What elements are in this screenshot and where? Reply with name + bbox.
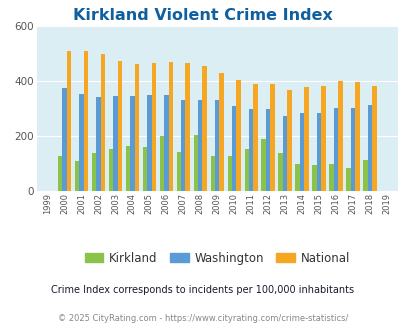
Legend: Kirkland, Washington, National: Kirkland, Washington, National xyxy=(80,247,354,269)
Bar xyxy=(193,135,198,191)
Bar xyxy=(316,113,320,191)
Bar xyxy=(354,82,359,191)
Bar xyxy=(278,153,282,191)
Text: Crime Index corresponds to incidents per 100,000 inhabitants: Crime Index corresponds to incidents per… xyxy=(51,285,354,295)
Bar xyxy=(92,153,96,191)
Bar xyxy=(198,100,202,191)
Bar xyxy=(282,116,287,191)
Bar xyxy=(270,84,274,191)
Bar xyxy=(303,87,308,191)
Bar xyxy=(244,149,248,191)
Bar xyxy=(109,149,113,191)
Bar xyxy=(253,84,257,191)
Bar xyxy=(219,73,223,191)
Bar xyxy=(287,90,291,191)
Bar xyxy=(311,165,316,191)
Bar xyxy=(231,106,236,191)
Bar xyxy=(96,97,100,191)
Bar xyxy=(320,86,325,191)
Bar xyxy=(134,64,139,191)
Bar xyxy=(100,54,105,191)
Bar xyxy=(117,61,122,191)
Bar xyxy=(345,168,350,191)
Bar xyxy=(215,100,219,191)
Bar xyxy=(333,108,337,191)
Bar xyxy=(248,110,253,191)
Bar xyxy=(295,164,299,191)
Bar xyxy=(58,156,62,191)
Bar xyxy=(210,156,215,191)
Bar xyxy=(147,95,151,191)
Bar xyxy=(151,63,156,191)
Bar xyxy=(113,96,117,191)
Bar xyxy=(62,88,66,191)
Bar xyxy=(79,94,83,191)
Bar xyxy=(181,100,185,191)
Bar xyxy=(83,51,88,191)
Bar xyxy=(202,66,207,191)
Bar xyxy=(236,80,240,191)
Bar xyxy=(350,108,354,191)
Bar xyxy=(337,82,342,191)
Bar xyxy=(328,164,333,191)
Bar xyxy=(130,96,134,191)
Bar xyxy=(265,109,270,191)
Bar xyxy=(299,113,303,191)
Bar xyxy=(362,160,367,191)
Bar xyxy=(168,62,173,191)
Bar xyxy=(159,136,164,191)
Bar xyxy=(367,105,371,191)
Bar xyxy=(261,139,265,191)
Bar xyxy=(66,51,71,191)
Bar xyxy=(164,95,168,191)
Text: Kirkland Violent Crime Index: Kirkland Violent Crime Index xyxy=(73,8,332,23)
Bar xyxy=(371,86,375,191)
Bar xyxy=(176,151,181,191)
Bar xyxy=(227,156,231,191)
Bar xyxy=(126,146,130,191)
Bar xyxy=(143,148,147,191)
Text: © 2025 CityRating.com - https://www.cityrating.com/crime-statistics/: © 2025 CityRating.com - https://www.city… xyxy=(58,314,347,323)
Bar xyxy=(75,161,79,191)
Bar xyxy=(185,63,190,191)
